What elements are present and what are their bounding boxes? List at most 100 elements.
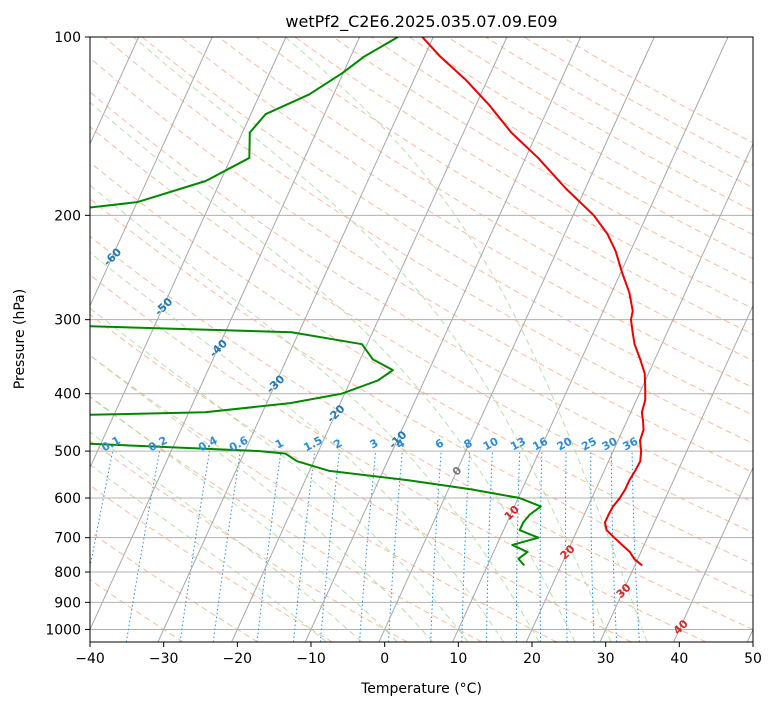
mixing-ratio-line — [212, 451, 241, 642]
isotherm-line — [90, 37, 287, 469]
dry-adiabat — [103, 37, 753, 445]
mixing-ratio-label: 36 — [621, 435, 641, 454]
dry-adiabat — [90, 313, 632, 642]
mixing-ratio-label: 6 — [433, 436, 446, 451]
dry-adiabat — [90, 484, 333, 642]
x-tick-label: −40 — [75, 651, 105, 667]
isotherm-label: 30 — [614, 581, 634, 601]
dry-adiabat — [90, 91, 753, 503]
dry-adiabat — [294, 37, 753, 310]
mixing-ratio-line — [486, 451, 493, 642]
y-tick-label: 700 — [54, 531, 81, 547]
mixing-ratio-label: 20 — [555, 435, 575, 454]
dry-adiabat — [409, 37, 753, 236]
isotherm-line — [673, 466, 753, 642]
mixing-ratio-label: 16 — [530, 435, 550, 454]
x-tick-label: 20 — [523, 651, 541, 667]
isotherm-line — [231, 37, 508, 642]
isotherm-line — [0, 37, 65, 642]
mixing-ratio-label: 8 — [462, 436, 475, 451]
y-tick-label: 900 — [54, 595, 81, 611]
isotherm-label: -80 — [0, 143, 23, 166]
isotherm-line — [90, 37, 361, 631]
moist-adiabat — [90, 463, 327, 642]
isotherm-line — [378, 37, 655, 642]
plot-frame — [89, 36, 754, 643]
mixing-ratio-label: 3 — [368, 436, 381, 451]
chart-title: wetPf2_C2E6.2025.035.07.09.E09 — [285, 12, 557, 32]
dry-adiabat — [90, 274, 707, 642]
isotherm-label: 0 — [450, 464, 465, 479]
mixing-ratio-label: 13 — [508, 435, 528, 454]
moist-adiabat — [90, 395, 398, 642]
dry-adiabats — [90, 37, 753, 642]
isotherm-label: 10 — [502, 503, 522, 523]
mixing-ratio-label: 25 — [579, 435, 599, 454]
moist-adiabat — [90, 431, 363, 642]
dry-adiabat — [90, 198, 753, 597]
isotherm-line — [90, 37, 213, 307]
dry-adiabat — [256, 37, 753, 335]
mixing-ratio-label: 10 — [481, 435, 501, 454]
mixing-ratio-line — [430, 451, 442, 642]
y-tick-label: 100 — [54, 30, 81, 46]
dry-adiabat — [561, 37, 753, 144]
moist-adiabat — [90, 251, 505, 642]
mixing-ratio-line — [359, 451, 377, 642]
profile-series — [90, 37, 647, 567]
dry-adiabat — [90, 354, 557, 642]
moist-adiabat — [90, 101, 576, 642]
dry-adiabat — [90, 235, 753, 630]
mixing-ratio-line — [319, 451, 341, 642]
y-axis-label: Pressure (hPa) — [12, 289, 28, 389]
moist-adiabat — [90, 307, 469, 642]
plot-area: -100-90-80-70-60-50-40-30-20-10010203040… — [0, 37, 753, 642]
moist-adiabat — [133, 37, 612, 642]
y-tick-label: 600 — [54, 491, 81, 507]
y-tick-label: 300 — [54, 313, 81, 329]
dewpoint-profile-line — [90, 37, 542, 567]
moist-adiabats — [90, 37, 648, 642]
temperature-profile-line — [421, 37, 647, 567]
y-axis-ticks: 100 200 300 400 500 600 700 800 900 1000 — [45, 30, 90, 638]
moist-adiabat — [90, 184, 540, 642]
x-axis-label: Temperature (°C) — [360, 681, 482, 697]
pressure-gridlines — [90, 37, 753, 630]
x-tick-label: 30 — [597, 651, 615, 667]
isotherm-line — [599, 304, 753, 642]
x-axis-ticks: −40 −30 −20 −10 0 10 20 30 40 50 — [75, 642, 762, 667]
isotherm-label: -20 — [324, 402, 347, 425]
x-tick-label: 50 — [744, 651, 762, 667]
mixing-ratio-line — [90, 451, 114, 571]
x-tick-label: 40 — [670, 651, 688, 667]
isotherm-label: -60 — [101, 245, 124, 268]
dry-adiabat — [332, 37, 753, 284]
isotherm-line — [452, 37, 729, 642]
mixing-ratio-lines — [90, 451, 640, 642]
moist-adiabat — [284, 37, 648, 642]
moist-adiabat — [90, 354, 434, 642]
y-tick-label: 800 — [54, 565, 81, 581]
isotherms — [0, 37, 753, 642]
dry-adiabat — [180, 37, 753, 389]
mixing-ratio-label: 30 — [600, 435, 620, 454]
isotherm-label: -40 — [207, 337, 230, 360]
y-tick-label: 500 — [54, 444, 81, 460]
dry-adiabat — [141, 37, 753, 416]
y-tick-label: 1000 — [45, 622, 81, 638]
x-tick-label: 10 — [449, 651, 467, 667]
dry-adiabat — [90, 126, 753, 534]
x-tick-label: −20 — [223, 651, 253, 667]
mixing-ratio-line — [631, 451, 640, 642]
mixing-ratio-line — [293, 451, 316, 642]
mixing-ratio-line — [539, 451, 543, 642]
x-tick-label: −30 — [149, 651, 179, 667]
isotherm-line — [525, 142, 753, 642]
mixing-ratio-line — [590, 451, 595, 642]
isotherm-line — [90, 37, 140, 146]
isotherm-line — [746, 628, 753, 642]
isotherm-line — [304, 37, 582, 642]
y-tick-label: 400 — [54, 387, 81, 403]
x-tick-label: −10 — [296, 651, 326, 667]
